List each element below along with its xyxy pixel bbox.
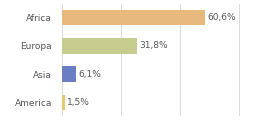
Text: 1,5%: 1,5% [67, 98, 90, 107]
Bar [62, 10, 205, 25]
Bar [62, 38, 137, 54]
Text: 31,8%: 31,8% [139, 41, 167, 50]
Bar [62, 95, 65, 110]
Text: 60,6%: 60,6% [207, 13, 236, 22]
Bar [62, 66, 76, 82]
Text: 6,1%: 6,1% [78, 70, 101, 79]
